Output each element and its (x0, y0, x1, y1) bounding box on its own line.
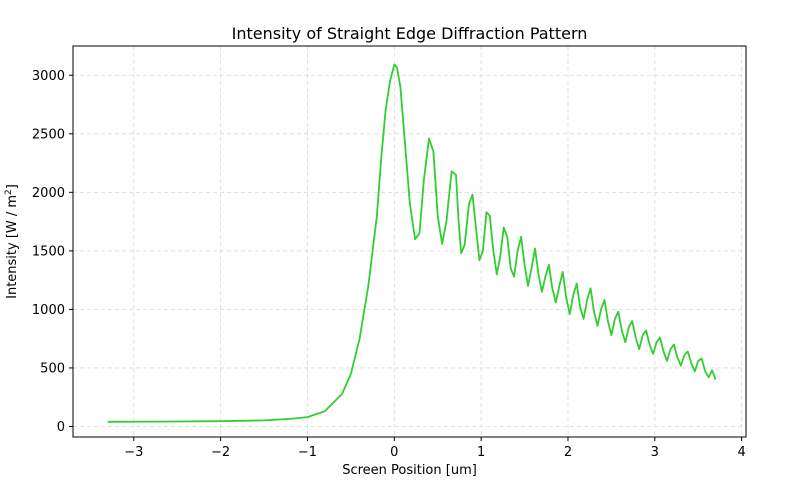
y-tick-label: 500 (40, 361, 65, 376)
plot-frame (72, 45, 747, 438)
y-axis-ticks: 0 500 1000 1500 2000 2500 3000 (32, 69, 73, 435)
y-axis-label-base: Intensity [W / m (5, 195, 20, 299)
series-group (107, 63, 717, 423)
gridlines (73, 46, 746, 437)
y-axis-label: Intensity [W / m2] (4, 184, 20, 299)
y-axis-label-end: ] (5, 184, 20, 189)
x-tick-label: 0 (390, 445, 398, 460)
y-tick-label: 1000 (32, 303, 65, 318)
x-tick-label: 1 (477, 445, 485, 460)
x-axis-label: Screen Position [um] (342, 463, 477, 478)
y-tick-label: 3000 (32, 69, 65, 84)
x-axis-ticks: −3 −2 −1 0 1 2 3 4 (124, 437, 746, 460)
y-tick-label: 1500 (32, 244, 65, 259)
x-tick-label: 4 (738, 445, 746, 460)
y-tick-label: 2000 (32, 186, 65, 201)
chart-title: Intensity of Straight Edge Diffraction P… (232, 24, 588, 43)
x-tick-label: −2 (211, 445, 230, 460)
x-tick-label: 3 (651, 445, 659, 460)
x-tick-label: 2 (564, 445, 572, 460)
x-tick-label: −1 (298, 445, 317, 460)
x-tick-label: −3 (124, 445, 143, 460)
y-tick-label: 0 (57, 420, 65, 435)
series-line (107, 63, 717, 423)
y-axis-label-superscript: 2 (4, 189, 14, 195)
y-tick-label: 2500 (32, 127, 65, 142)
